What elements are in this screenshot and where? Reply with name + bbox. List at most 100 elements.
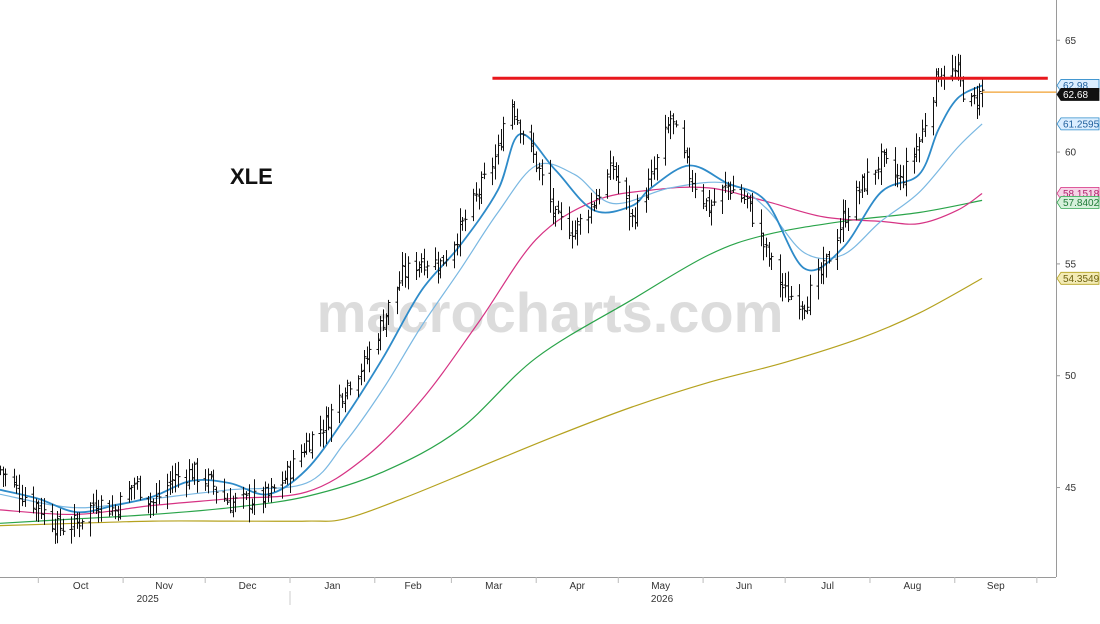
- price-bar: [512, 101, 517, 125]
- price-bar: [88, 502, 93, 537]
- price-bar: [36, 500, 41, 523]
- price-bar: [594, 189, 599, 210]
- price-bar: [805, 296, 810, 315]
- price-bar: [280, 471, 285, 499]
- price-bar: [135, 476, 140, 490]
- price-bar: [72, 503, 77, 537]
- price-bar: [682, 120, 687, 159]
- price-bar: [821, 246, 826, 285]
- price-bar: [326, 407, 331, 431]
- series-line-ma-100: [0, 199, 983, 524]
- badge-label: 58.1518: [1063, 189, 1100, 200]
- badge-label: 54.3549: [1063, 274, 1100, 285]
- price-bar: [132, 477, 137, 500]
- price-bar: [444, 250, 449, 267]
- price-bar: [23, 486, 28, 507]
- price-bar: [739, 184, 744, 203]
- y-tick-label: 50: [1065, 371, 1077, 382]
- price-bar: [630, 208, 635, 228]
- price-bar: [345, 379, 350, 400]
- x-month-label: Feb: [404, 581, 422, 592]
- price-bar: [980, 79, 985, 108]
- price-bar: [474, 182, 479, 202]
- price-bar: [649, 159, 654, 187]
- price-bar: [953, 56, 958, 79]
- price-bar: [318, 415, 323, 447]
- price-bar: [337, 384, 342, 424]
- price-bar: [422, 248, 427, 276]
- price-bar: [490, 157, 495, 186]
- price-bar: [567, 206, 572, 240]
- price-bar: [597, 188, 602, 205]
- price-bar: [556, 200, 561, 215]
- price-bar: [356, 375, 361, 398]
- price-bar: [96, 499, 101, 523]
- price-bar: [843, 199, 848, 228]
- price-bar: [386, 299, 391, 326]
- y-tick-label: 65: [1065, 36, 1077, 47]
- price-bar: [14, 475, 19, 494]
- price-bar: [521, 130, 526, 145]
- x-month-label: Jul: [821, 581, 834, 592]
- price-bar: [310, 431, 315, 459]
- price-bar: [203, 469, 208, 491]
- price-bar: [329, 403, 334, 443]
- price-bar: [876, 156, 881, 180]
- badge-last-price: 62.68: [1056, 88, 1100, 101]
- price-bar: [835, 228, 840, 270]
- price-bar: [266, 483, 271, 503]
- price-bar: [228, 487, 233, 514]
- price-bar: [176, 461, 181, 488]
- price-bar: [731, 175, 736, 194]
- x-month-label: Dec: [239, 581, 257, 592]
- price-bar: [184, 469, 189, 498]
- price-bar: [789, 285, 794, 300]
- price-bar: [247, 484, 252, 523]
- price-bar: [780, 273, 785, 302]
- y-tick-label: 60: [1065, 148, 1077, 159]
- price-bar: [534, 151, 539, 173]
- price-bar: [460, 216, 465, 231]
- price-bar: [110, 495, 115, 516]
- price-bar: [367, 341, 372, 373]
- price-bar: [553, 206, 558, 227]
- price-bar: [548, 159, 553, 213]
- price-bar: [797, 284, 802, 320]
- price-bar: [195, 458, 200, 493]
- price-bar: [827, 250, 832, 264]
- price-bar: [575, 217, 580, 246]
- price-bar: [31, 486, 36, 514]
- badge-shape: [1056, 196, 1100, 209]
- price-bar: [154, 483, 159, 514]
- price-bar: [241, 486, 246, 509]
- price-bar: [129, 485, 134, 501]
- price-bar: [808, 274, 813, 316]
- price-bar: [252, 479, 257, 515]
- price-bar: [616, 164, 621, 194]
- x-month-label: Jan: [324, 581, 340, 592]
- price-bar: [961, 76, 966, 102]
- price-bar: [291, 449, 296, 481]
- x-month-label: Mar: [485, 581, 503, 592]
- badge-label: 62.98: [1063, 81, 1088, 92]
- price-bar: [165, 473, 170, 510]
- price-bar: [728, 181, 733, 200]
- price-bar: [712, 188, 717, 206]
- price-bar: [438, 258, 443, 279]
- price-bar: [272, 484, 277, 492]
- price-bar: [693, 172, 698, 199]
- price-bar: [655, 154, 660, 181]
- price-bar: [904, 147, 909, 197]
- price-bar: [233, 492, 238, 513]
- price-bar: [307, 433, 312, 453]
- series-line-ma-short: [0, 84, 983, 514]
- price-bar: [118, 492, 123, 520]
- y-tick-label: 45: [1065, 483, 1077, 494]
- price-bar: [288, 460, 293, 493]
- price-bar: [285, 461, 290, 485]
- badge-ma-100: 57.8402: [1056, 196, 1100, 209]
- price-bar: [222, 478, 227, 502]
